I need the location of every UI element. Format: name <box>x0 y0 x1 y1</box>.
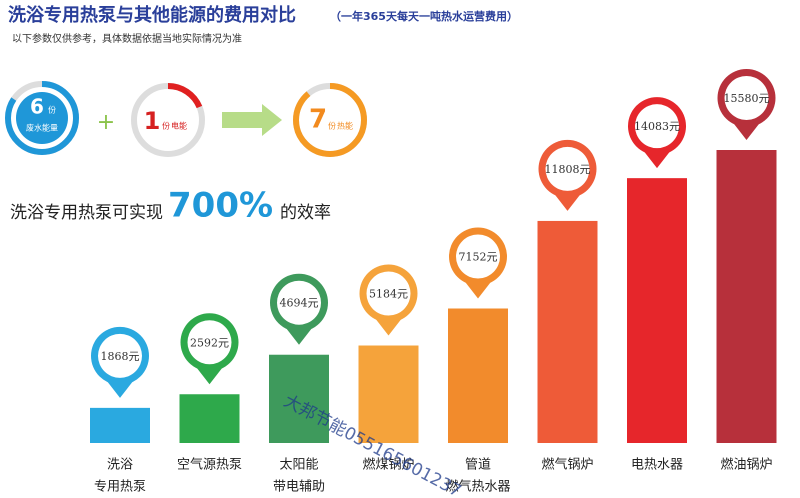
x-tick-label: 燃气热水器 <box>445 479 510 495</box>
pin-inner <box>98 333 142 378</box>
x-tick-label: 电热水器 <box>631 458 683 473</box>
bar <box>269 354 329 443</box>
input1-circle: 6 份 废水能量 <box>5 81 79 155</box>
efficiency-text: 的效率 <box>280 203 331 223</box>
value-label: 5184元 <box>369 288 408 301</box>
output-circle: 7 份 热能 <box>293 83 367 157</box>
output-label: 热能 <box>337 121 353 131</box>
input1-label: 废水能量 <box>26 123 58 133</box>
pin <box>464 280 492 299</box>
value-label: 1868元 <box>101 350 140 363</box>
input1-unit: 份 <box>48 105 56 115</box>
output-number: 7 <box>309 105 327 135</box>
efficiency-text: 洗浴专用热泵可实现 <box>10 203 163 223</box>
pin-inner <box>635 104 679 149</box>
pin <box>732 122 761 140</box>
input2-number: 1 <box>144 107 161 135</box>
value-label: 14083元 <box>634 120 680 133</box>
pin <box>374 317 403 336</box>
bar <box>627 178 687 443</box>
note: 以下参数仅供参考，具体数据依据当地实际情况为准 <box>12 32 242 45</box>
bar <box>179 394 240 443</box>
x-tick-label: 管道 <box>465 458 491 473</box>
bar <box>90 407 150 443</box>
pin <box>106 379 134 398</box>
x-tick-label: 燃煤锅炉 <box>362 457 414 473</box>
x-tick-label: 太阳能 <box>279 458 318 473</box>
value-label: 15580元 <box>724 92 770 105</box>
x-tick-label: 洗浴 <box>107 458 133 473</box>
chart-title: 洗浴专用热泵与其他能源的费用对比 <box>8 4 296 26</box>
pin-inner <box>724 76 769 120</box>
bar <box>448 308 508 443</box>
pin-inner <box>277 280 321 325</box>
bar <box>537 220 598 443</box>
value-label: 4694元 <box>280 297 319 310</box>
pin-inner <box>187 320 232 365</box>
input1-number: 6 <box>30 95 44 119</box>
input2-unit: 份 <box>162 121 170 131</box>
plus: + <box>97 110 115 135</box>
pin <box>285 326 313 345</box>
x-tick-label: 燃气锅炉 <box>541 457 593 473</box>
bar <box>358 345 419 443</box>
input2-circle: 1 份 电能 <box>131 83 205 157</box>
pin-inner <box>366 271 411 316</box>
x-tick-label: 带电辅助 <box>273 480 325 495</box>
efficiency-value: 700% <box>168 186 273 226</box>
pin-inner <box>545 146 590 191</box>
value-label: 2592元 <box>190 336 229 349</box>
pin <box>195 366 224 385</box>
pin-inner <box>456 234 500 279</box>
bar <box>716 150 777 443</box>
value-label: 7152元 <box>459 250 498 263</box>
output-unit: 份 <box>328 121 336 131</box>
arrow <box>222 104 282 136</box>
pin <box>553 192 582 211</box>
input2-label: 电能 <box>171 121 187 131</box>
x-tick-label: 燃油锅炉 <box>720 457 772 473</box>
x-tick-label: 空气源热泵 <box>177 457 242 473</box>
chart-subtitle: （一年365天每天一吨热水运营费用） <box>330 9 518 23</box>
pin <box>643 150 671 169</box>
x-tick-label: 专用热泵 <box>94 480 146 495</box>
value-label: 11808元 <box>545 163 591 176</box>
